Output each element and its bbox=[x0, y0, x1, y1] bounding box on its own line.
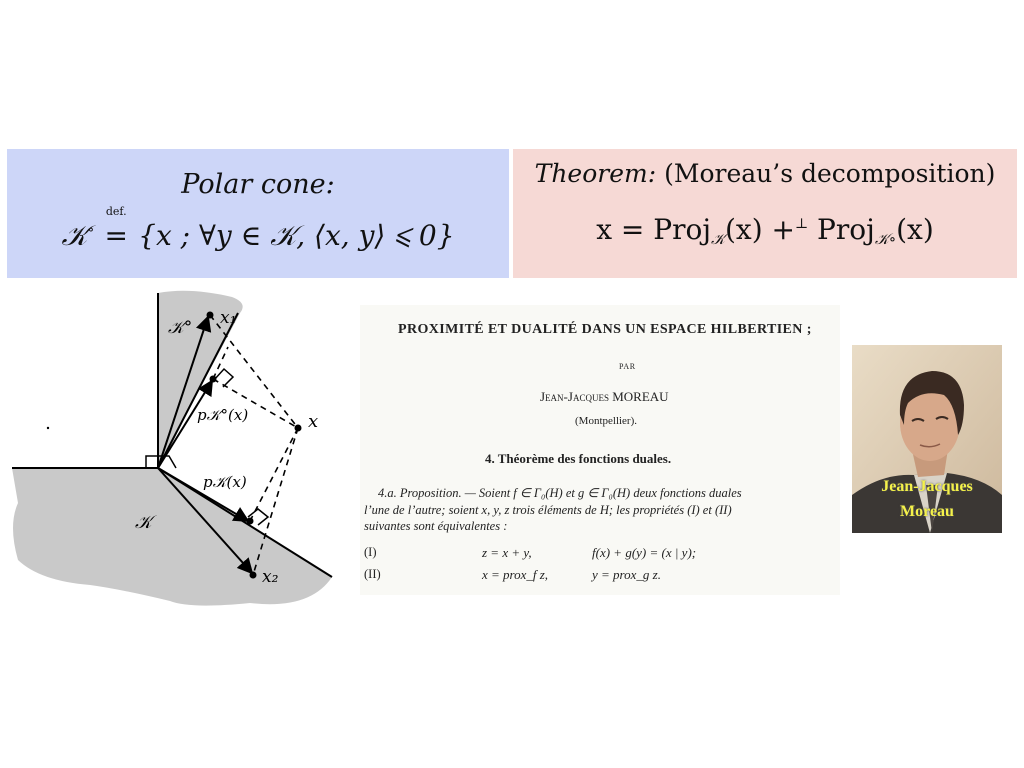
paper-proposition-line3: suivantes sont équivalentes : bbox=[364, 519, 507, 534]
paper-section-heading: 4. Théorème des fonctions duales. bbox=[485, 451, 671, 467]
formula-lhs: x = Proj bbox=[596, 213, 711, 246]
paper-par: PAR bbox=[619, 362, 636, 371]
paper-proposition-line2: l’une de l’autre; soient x, y, z trois é… bbox=[364, 503, 732, 518]
formula-end: (x) bbox=[896, 213, 934, 246]
moreau-theorem-box: Theorem: (Moreau’s decomposition) x = Pr… bbox=[513, 149, 1017, 278]
paper-eq2-a: x = prox_f z, bbox=[482, 567, 548, 583]
definition-heading: Polar cone: bbox=[7, 169, 509, 200]
defeq-label: def. bbox=[99, 205, 133, 218]
theorem-label: Theorem: bbox=[535, 159, 657, 188]
portrait-caption-line1: Jean-Jacques bbox=[852, 478, 1002, 496]
paper-title: PROXIMITÉ ET DUALITÉ DANS UN ESPACE HILB… bbox=[398, 322, 812, 338]
label-p-polar: p𝒦°(x) bbox=[197, 406, 248, 424]
formula-proj2: Proj bbox=[808, 213, 875, 246]
portrait-photo: Jean-Jacques Moreau bbox=[852, 345, 1002, 533]
formula-cone-symbol: 𝒦 bbox=[61, 219, 87, 252]
paper-affiliation: (Montpellier). bbox=[575, 415, 637, 427]
paper-eq1-label: (I) bbox=[364, 545, 377, 560]
portrait-caption-line2: Moreau bbox=[852, 503, 1002, 521]
cone-region bbox=[12, 468, 332, 606]
formula-sub-cone: 𝒦 bbox=[711, 230, 725, 248]
label-p-cone: p𝒦(x) bbox=[203, 473, 247, 491]
paper-eq2-label: (II) bbox=[364, 567, 381, 582]
polar-cone-formula: 𝒦∘ def. = {x ; ∀y ∈ 𝒦, ⟨x, y⟩ ⩽ 0} bbox=[7, 219, 509, 253]
paper-eq1-b: f(x) + g(y) = (x | y); bbox=[592, 545, 696, 561]
defeq-symbol: def. = bbox=[103, 219, 129, 252]
formula-perp: ⊥ bbox=[795, 216, 808, 232]
paper-eq2-b: y = prox_g z. bbox=[592, 567, 661, 583]
formula-sub-polar: 𝒦∘ bbox=[875, 230, 896, 248]
theorem-name: (Moreau’s decomposition) bbox=[664, 159, 995, 188]
label-x1: x₁ bbox=[220, 308, 236, 328]
moreau-formula: x = Proj𝒦(x) +⊥ Proj𝒦∘(x) bbox=[513, 213, 1017, 248]
formula-mid: (x) + bbox=[725, 213, 795, 246]
polar-cone-definition-box: Polar cone: 𝒦∘ def. = {x ; ∀y ∈ 𝒦, ⟨x, y⟩… bbox=[7, 149, 509, 278]
label-polar-cone: 𝒦° bbox=[168, 318, 192, 338]
cone-decomposition-diagram: 𝒦° x₁ x p𝒦°(x) p𝒦(x) 𝒦 x₂ bbox=[0, 285, 345, 610]
paper-author: Jean-Jacques MOREAU bbox=[540, 389, 669, 405]
formula-set-expression: {x ; ∀y ∈ 𝒦, ⟨x, y⟩ ⩽ 0} bbox=[138, 219, 454, 252]
label-x2: x₂ bbox=[262, 567, 279, 587]
formula-polar-superscript: ∘ bbox=[87, 222, 94, 238]
paper-proposition-line1: 4.a. Proposition. — Soient f ∈ Γ₀(H) et … bbox=[378, 485, 742, 501]
label-x: x bbox=[308, 411, 318, 432]
paper-excerpt: PROXIMITÉ ET DUALITÉ DANS UN ESPACE HILB… bbox=[360, 305, 840, 595]
theorem-heading: Theorem: (Moreau’s decomposition) bbox=[513, 159, 1017, 188]
paper-eq1-a: z = x + y, bbox=[482, 545, 532, 561]
